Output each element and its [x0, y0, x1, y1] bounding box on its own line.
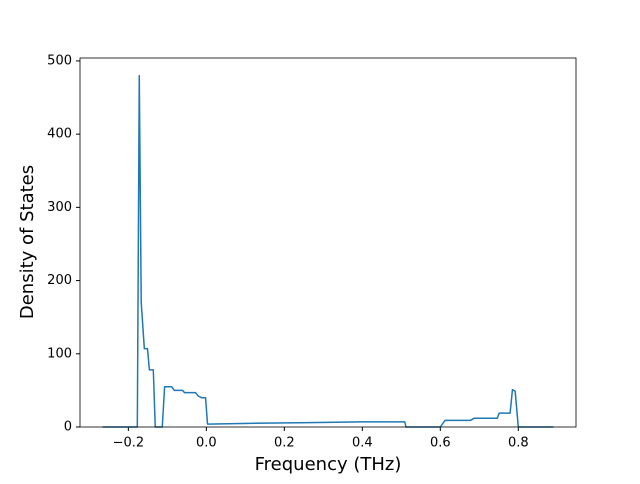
- y-tick-label: 400: [47, 127, 72, 142]
- plot-frame: [79, 57, 577, 428]
- x-tick-label: 0.8: [508, 436, 529, 451]
- y-tick-label: 200: [47, 273, 72, 288]
- y-tick-label: 500: [47, 53, 72, 68]
- x-tick-label: 0.0: [196, 436, 217, 451]
- x-axis-label: Frequency (THz): [255, 454, 402, 475]
- x-tick-label: 0.6: [430, 436, 451, 451]
- y-tick-label: 300: [47, 200, 72, 215]
- x-tick-label: 0.4: [352, 436, 373, 451]
- line: [102, 74, 554, 428]
- y-tick-label: 100: [47, 346, 72, 361]
- y-tick-label: 0: [64, 420, 72, 435]
- y-axis-label: Density of States: [17, 165, 38, 319]
- x-tick-label: 0.2: [274, 436, 295, 451]
- x-tick-label: −0.2: [113, 436, 145, 451]
